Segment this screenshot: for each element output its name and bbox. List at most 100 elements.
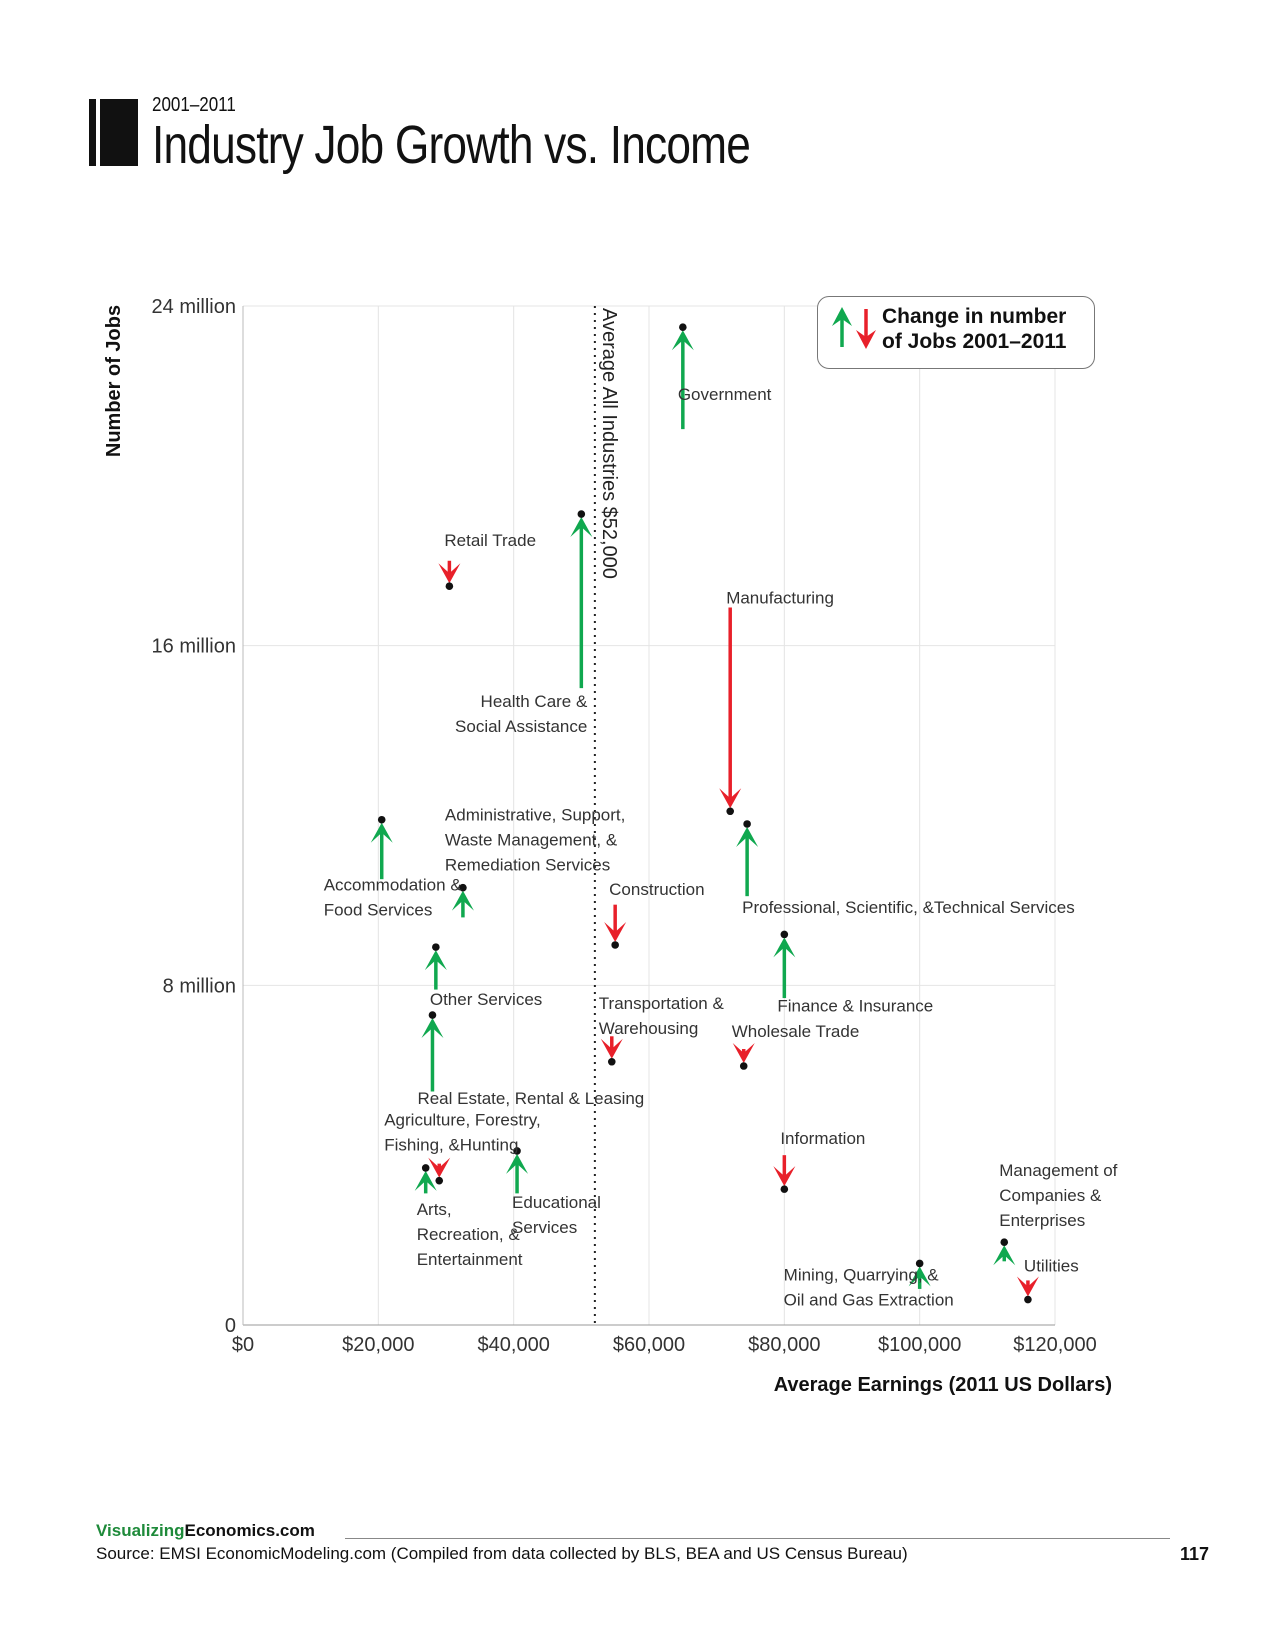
industry-arrow [908,1259,931,1289]
data-point [915,1259,924,1268]
industry-arrow [773,1155,796,1193]
legend-line-1: Change in number [882,305,1067,328]
industry-arrow [671,323,694,430]
industry-arrow [424,943,447,990]
chart-subtitle: 2001–2011 [152,94,236,116]
industry-arrow [736,820,759,897]
industry-label: Mining, Quarrying, & [784,1265,940,1284]
data-point [459,883,467,892]
industry-label: Manufacturing [726,588,834,607]
industry-label: Social Assistance [455,717,587,736]
data-point [780,1185,789,1193]
industry-label: Agriculture, Forestry, [384,1111,541,1130]
industry-label: Services [512,1218,577,1237]
industry-arrow [421,1011,444,1092]
industry-label: Accommodation & [324,876,463,895]
arrow-head [428,1157,451,1178]
industry-label: Retail Trade [444,531,536,550]
industry-label: Warehousing [599,1019,699,1038]
arrow-head [424,950,447,971]
arrow-head [773,937,796,958]
data-point [435,1176,444,1185]
industry-labels: Government Health Care & Social Assistance… [324,385,1118,1309]
industry-label: Companies & [999,1186,1102,1205]
industry-label: Wholesale Trade [732,1022,860,1041]
industry-arrow [773,930,796,999]
arrow-head [570,517,593,538]
arrow-head [732,1043,755,1064]
legend-line-2: of Jobs 2001–2011 [882,330,1067,353]
industry-arrows [370,323,1039,1304]
industry-arrow [732,1043,755,1070]
industry-label: Oil and Gas Extraction [784,1290,954,1309]
footer-brand: VisualizingEconomics.com [96,1521,315,1541]
industry-label: Remediation Services [445,856,610,875]
arrow-head [451,890,474,911]
y-tick-label: 24 million [152,296,236,318]
industry-arrow [1016,1276,1039,1304]
industry-arrow [438,560,461,591]
legend: Change in number of Jobs 2001–2011 [817,296,1095,369]
x-tick-label: $40,000 [478,1334,550,1356]
average-line-label: Average All Industries $52,000 [598,308,620,579]
data-point [743,820,751,828]
industry-label: Finance & Insurance [777,996,933,1015]
brand-green: Visualizing [96,1521,185,1540]
arrow-head [600,1038,623,1059]
industry-label: Management of [999,1161,1117,1180]
industry-label: Food Services [324,901,433,920]
x-tick-label: $0 [232,1334,254,1356]
x-tick-label: $60,000 [613,1334,685,1356]
industry-label: Enterprises [999,1211,1085,1230]
arrow-head [671,330,694,351]
arrow-head [421,1018,444,1039]
data-point [739,1062,748,1070]
header-bar-icon [89,99,138,166]
arrow-head [506,1153,529,1174]
legend-arrows-icon [832,307,876,349]
industry-label: Real Estate, Rental & Leasing [417,1089,644,1108]
brand-black: Economics.com [184,1521,315,1540]
arrow-head [1016,1276,1039,1297]
industry-arrow [719,607,742,816]
x-tick-label: $80,000 [748,1334,820,1356]
industry-label: Administrative, Support, [445,806,625,825]
arrow-head [773,1166,796,1187]
industry-label: Information [780,1129,865,1148]
data-point [1024,1295,1032,1304]
arrow-head [370,822,393,843]
x-tick-label: $120,000 [1013,1334,1096,1356]
data-point [780,930,789,939]
industry-label: Construction [609,880,704,899]
arrow-head [908,1266,931,1287]
data-point [432,943,440,951]
y-axis-title: Number of Jobs [103,305,125,457]
industry-arrow [451,883,474,918]
data-point [445,582,454,591]
industry-arrow [570,510,593,689]
data-point [607,1057,616,1066]
data-point [611,941,619,949]
y-tick-label: 16 million [152,636,236,658]
footer-divider [345,1538,1170,1539]
industry-label: Transportation & [599,994,725,1013]
industry-arrow [506,1147,529,1194]
industry-label: Other Services [430,990,542,1009]
arrow-head [736,826,759,847]
industry-arrow [370,815,393,880]
data-point [428,1011,437,1019]
x-tick-label: $100,000 [878,1334,961,1356]
page-number: 117 [1180,1544,1210,1564]
industry-label: Recreation, & [417,1225,521,1244]
industry-label: Waste Management, & [445,831,618,850]
arrow-head [438,563,461,584]
x-axis-title: Average Earnings (2011 US Dollars) [774,1374,1112,1396]
industry-label: Professional, Scientific, &Technical Ser… [742,898,1075,917]
industry-label: Entertainment [417,1250,523,1269]
source-note: Source: EMSI EconomicModeling.com (Compi… [96,1544,908,1563]
data-point [421,1164,430,1172]
arrow-head [719,788,742,809]
industry-arrow [428,1157,451,1185]
industry-label: Government [678,385,772,404]
